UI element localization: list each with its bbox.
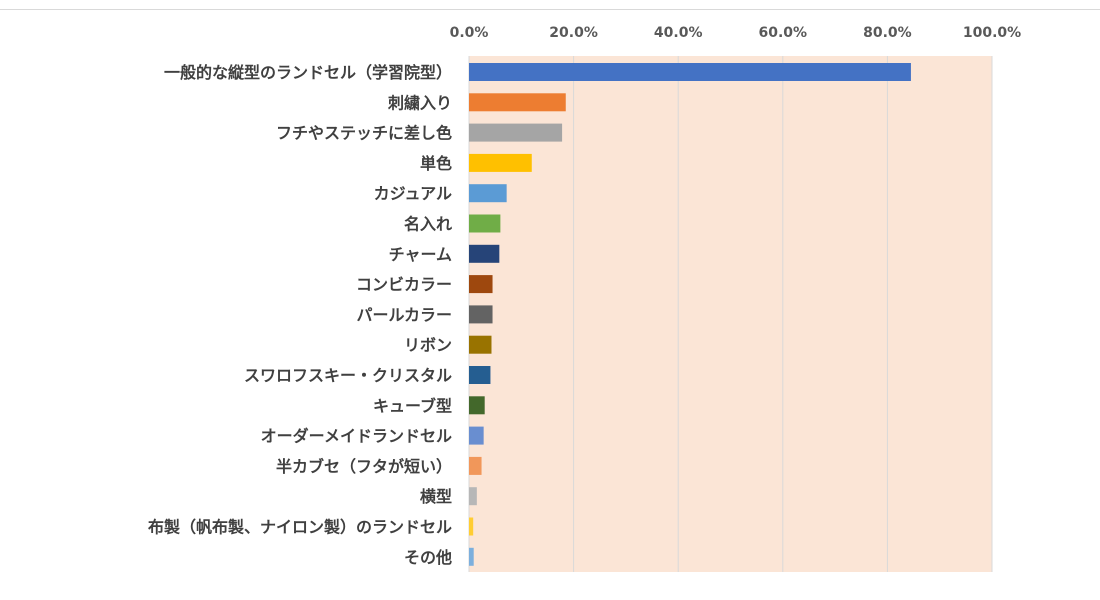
x-tick-label: 100.0% bbox=[963, 25, 1021, 41]
bar bbox=[469, 275, 493, 294]
bar bbox=[469, 244, 500, 263]
category-label: キューブ型 bbox=[373, 396, 452, 415]
x-tick-label: 20.0% bbox=[549, 25, 598, 41]
category-label: リボン bbox=[404, 336, 452, 355]
x-axis-ticks: 0.0% 20.0% 40.0% 60.0% 80.0% 100.0% bbox=[450, 25, 1022, 41]
category-label: 名入れ bbox=[404, 215, 452, 234]
bar bbox=[469, 396, 485, 415]
category-label: 半カブセ（フタが短い） bbox=[276, 457, 452, 476]
category-label: チャーム bbox=[389, 245, 452, 264]
bar bbox=[469, 456, 482, 475]
bar bbox=[469, 547, 474, 566]
bar bbox=[469, 517, 474, 536]
x-tick-label: 0.0% bbox=[450, 25, 489, 41]
bar bbox=[469, 335, 492, 354]
category-label: 布製（帆布製、ナイロン製）のランドセル bbox=[148, 518, 452, 537]
category-labels: 一般的な縦型のランドセル（学習院型） 刺繍入りフチやステッチに差し色単色カジュアル… bbox=[148, 63, 452, 567]
x-tick-label: 60.0% bbox=[759, 25, 808, 41]
bars bbox=[469, 63, 911, 566]
category-label: オーダーメイドランドセル bbox=[261, 427, 452, 446]
category-label: 単色 bbox=[420, 154, 452, 173]
x-tick-label: 80.0% bbox=[863, 25, 912, 41]
category-label: カジュアル bbox=[374, 184, 452, 203]
category-label: フチやステッチに差し色 bbox=[276, 124, 452, 143]
bar bbox=[469, 63, 911, 81]
category-label: 横型 bbox=[420, 487, 452, 506]
category-label: 刺繍入り bbox=[387, 93, 452, 112]
bar bbox=[469, 305, 493, 324]
bar bbox=[469, 123, 563, 142]
category-label: 一般的な縦型のランドセル（学習院型） bbox=[164, 63, 452, 82]
top-rule bbox=[0, 9, 1100, 10]
bar bbox=[469, 153, 532, 172]
bar bbox=[469, 487, 477, 506]
x-tick-label: 40.0% bbox=[654, 25, 703, 41]
category-label: その他 bbox=[404, 548, 452, 567]
category-label: コンビカラー bbox=[356, 275, 452, 294]
bar bbox=[469, 184, 507, 203]
bar bbox=[469, 366, 491, 384]
bar bbox=[469, 93, 566, 112]
bar bbox=[469, 426, 484, 445]
category-label: スワロフスキー・クリスタル bbox=[244, 366, 452, 385]
plot-area bbox=[469, 56, 992, 572]
bar bbox=[469, 214, 501, 233]
category-label: パールカラー bbox=[356, 305, 452, 324]
